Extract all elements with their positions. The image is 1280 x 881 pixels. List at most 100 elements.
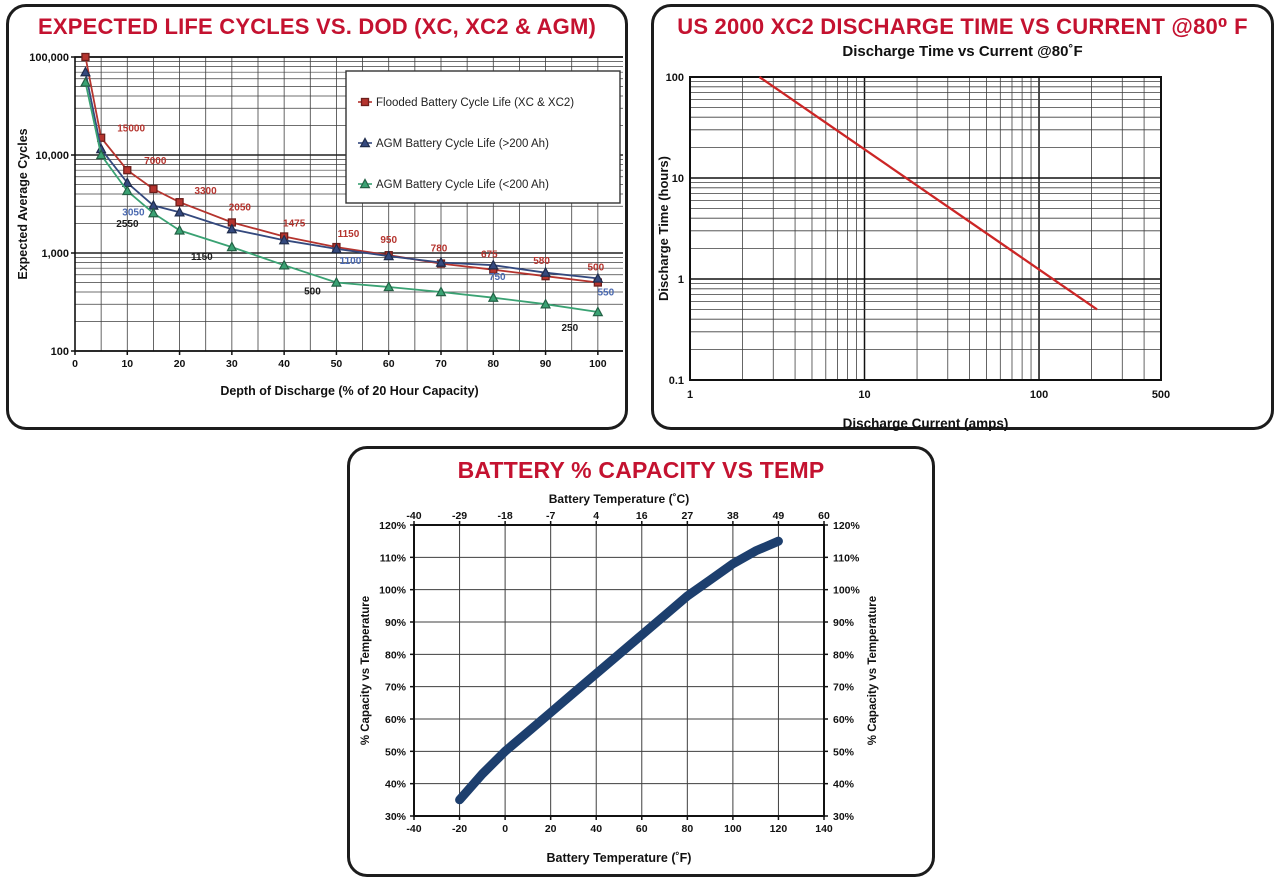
svg-text:AGM Battery Cycle Life (<200 A: AGM Battery Cycle Life (<200 Ah) — [376, 179, 549, 191]
svg-text:50%: 50% — [833, 746, 855, 758]
svg-text:1100: 1100 — [340, 256, 362, 267]
svg-text:20: 20 — [174, 358, 186, 370]
capacity-temp-panel: BATTERY % CAPACITY VS TEMP Battery Tempe… — [347, 446, 935, 877]
svg-text:1,000: 1,000 — [41, 248, 69, 260]
svg-text:1: 1 — [678, 274, 684, 286]
capacity-temp-title: BATTERY % CAPACITY VS TEMP — [457, 457, 825, 483]
svg-text:250: 250 — [562, 323, 579, 334]
capacity-temp-chart: Battery Temperature (˚C) -40 -40 -29 -20 -18 0… — [353, 489, 935, 877]
svg-text:38: 38 — [727, 510, 739, 522]
svg-text:30%: 30% — [385, 811, 407, 823]
svg-text:100: 100 — [666, 72, 684, 84]
svg-text:60%: 60% — [385, 714, 407, 726]
svg-text:10: 10 — [858, 389, 870, 401]
svg-text:100: 100 — [1030, 389, 1048, 401]
svg-text:780: 780 — [431, 244, 448, 255]
svg-text:80: 80 — [681, 823, 693, 835]
svg-text:% Capacity vs Temperature: % Capacity vs Temperature — [867, 596, 879, 745]
svg-text:580: 580 — [533, 256, 550, 267]
svg-text:1150: 1150 — [338, 229, 360, 240]
svg-text:30: 30 — [226, 358, 238, 370]
svg-text:750: 750 — [489, 272, 506, 283]
svg-text:0.1: 0.1 — [669, 375, 684, 387]
svg-text:550: 550 — [598, 287, 615, 298]
svg-text:120%: 120% — [833, 520, 861, 532]
svg-text:27: 27 — [681, 510, 693, 522]
svg-text:Flooded Battery Cycle Life (XC: Flooded Battery Cycle Life (XC & XC2) — [376, 97, 574, 109]
svg-text:500: 500 — [304, 287, 321, 298]
svg-text:3050: 3050 — [122, 208, 145, 219]
svg-text:2550: 2550 — [116, 219, 139, 230]
svg-text:Discharge Current (amps): Discharge Current (amps) — [843, 416, 1009, 431]
discharge-time-chart: 100 10 1 0.1 1 10 100 500 Discharge Current (amp… — [656, 63, 1271, 431]
svg-text:70%: 70% — [833, 682, 855, 694]
svg-text:50: 50 — [331, 358, 343, 370]
svg-text:40%: 40% — [833, 779, 855, 791]
svg-text:1150: 1150 — [191, 252, 213, 263]
svg-text:90: 90 — [540, 358, 552, 370]
svg-text:Expected Average Cycles: Expected Average Cycles — [16, 128, 30, 279]
life-cycles-legend: Flooded Battery Cycle Life (XC & XC2) AGM… — [345, 70, 621, 204]
svg-text:100: 100 — [51, 346, 69, 358]
discharge-time-title: US 2000 XC2 DISCHARGE TIME VS CURRENT @8… — [677, 14, 1248, 39]
svg-text:70: 70 — [435, 358, 447, 370]
capacity-temp-svg: Battery Temperature (˚C) -40 -40 -29 -20 -18 0… — [360, 492, 879, 865]
svg-text:49: 49 — [773, 510, 785, 522]
svg-text:Battery Temperature (˚F): Battery Temperature (˚F) — [547, 851, 692, 865]
svg-text:80%: 80% — [385, 649, 407, 661]
svg-text:40%: 40% — [385, 779, 407, 791]
svg-text:120%: 120% — [379, 520, 407, 532]
svg-text:50%: 50% — [385, 746, 407, 758]
svg-text:675: 675 — [481, 250, 498, 261]
svg-text:-18: -18 — [498, 510, 513, 522]
svg-text:3300: 3300 — [194, 186, 217, 197]
svg-text:100%: 100% — [833, 585, 861, 597]
svg-text:-40: -40 — [406, 823, 421, 835]
svg-text:950: 950 — [380, 235, 397, 246]
svg-text:110%: 110% — [833, 552, 860, 564]
svg-text:20: 20 — [545, 823, 557, 835]
svg-text:0: 0 — [502, 823, 508, 835]
svg-text:100: 100 — [589, 358, 607, 370]
discharge-time-panel: US 2000 XC2 DISCHARGE TIME VS CURRENT @8… — [651, 4, 1274, 431]
svg-text:1: 1 — [687, 389, 693, 401]
svg-text:70%: 70% — [385, 682, 407, 694]
life-cycles-chart: 100,000 10,000 1,000 100 0 10 20 30 40 50 60 70 80 90… — [13, 45, 625, 430]
svg-text:AGM Battery Cycle Life (>200 A: AGM Battery Cycle Life (>200 Ah) — [376, 138, 549, 150]
svg-text:-20: -20 — [452, 823, 467, 835]
svg-text:60: 60 — [383, 358, 395, 370]
svg-text:16: 16 — [636, 510, 648, 522]
svg-text:140: 140 — [815, 823, 833, 835]
svg-text:Battery Temperature (˚C): Battery Temperature (˚C) — [549, 492, 689, 506]
svg-text:110%: 110% — [380, 552, 407, 564]
svg-text:100%: 100% — [379, 585, 407, 597]
svg-text:15000: 15000 — [117, 124, 145, 135]
svg-text:500: 500 — [588, 263, 605, 274]
svg-text:7000: 7000 — [144, 156, 167, 167]
svg-text:80%: 80% — [833, 649, 855, 661]
svg-text:80: 80 — [487, 358, 499, 370]
svg-text:1475: 1475 — [283, 218, 306, 229]
svg-text:% Capacity vs Temperature: % Capacity vs Temperature — [360, 596, 372, 745]
svg-text:60: 60 — [636, 823, 648, 835]
svg-text:90%: 90% — [385, 617, 407, 629]
svg-text:100: 100 — [724, 823, 742, 835]
svg-text:0: 0 — [72, 358, 78, 370]
svg-text:Depth of Discharge (% of 20 Ho: Depth of Discharge (% of 20 Hour Capacit… — [220, 384, 478, 398]
svg-text:Discharge Time (hours): Discharge Time (hours) — [656, 156, 671, 301]
life-cycles-panel: EXPECTED LIFE CYCLES VS. DOD (XC, XC2 & … — [6, 4, 628, 430]
svg-text:100,000: 100,000 — [29, 52, 69, 64]
svg-text:90%: 90% — [833, 617, 855, 629]
svg-text:60: 60 — [818, 510, 830, 522]
svg-text:-29: -29 — [452, 510, 467, 522]
svg-text:10: 10 — [672, 173, 684, 185]
life-cycles-title: EXPECTED LIFE CYCLES VS. DOD (XC, XC2 & … — [37, 14, 597, 39]
discharge-time-subtitle: Discharge Time vs Current @80˚F — [842, 43, 1083, 60]
svg-text:500: 500 — [1152, 389, 1170, 401]
svg-text:-7: -7 — [546, 510, 555, 522]
svg-text:10: 10 — [121, 358, 133, 370]
svg-text:4: 4 — [593, 510, 599, 522]
